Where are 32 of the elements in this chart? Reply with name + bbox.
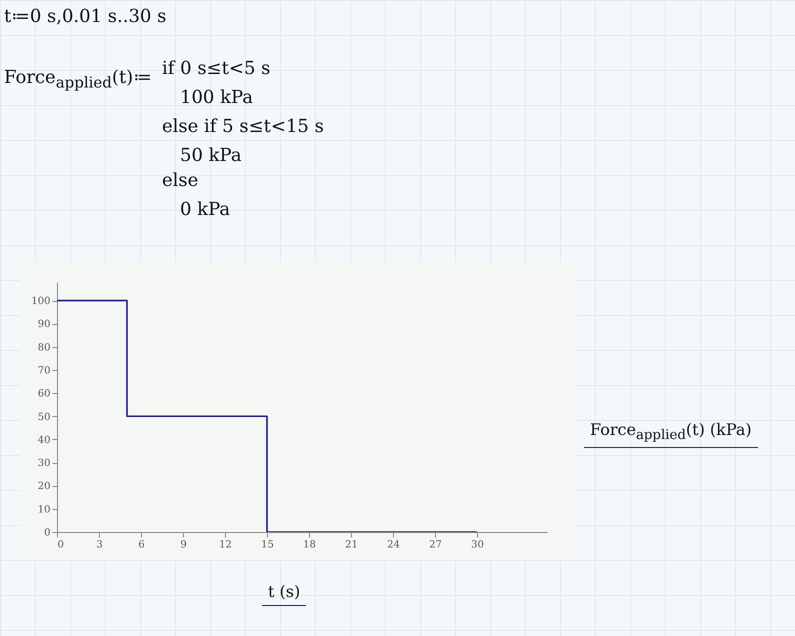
y-tick-label: 50 — [38, 412, 50, 423]
y-tick-label: 70 — [38, 365, 50, 376]
y-tick-label: 60 — [38, 388, 50, 400]
text: t≔0 s,0.01 s..30 s — [4, 6, 166, 27]
y-tick-label: 20 — [38, 481, 50, 492]
text: 100 kPa — [180, 87, 254, 108]
x-tick-label: 18 — [303, 540, 316, 550]
text: 50 kPa — [180, 145, 242, 166]
text: Force$_{applied}$(t)≔ — [4, 67, 152, 92]
y-tick-label: 10 — [38, 504, 50, 516]
y-tick-label: 100 — [31, 296, 50, 308]
x-axis-title: t (s) — [262, 582, 306, 606]
text: if 0 s≤t<5 s — [162, 58, 270, 79]
x-tick-label: 12 — [219, 540, 232, 550]
x-tick-label: 0 — [58, 540, 64, 550]
text: 0 kPa — [180, 199, 230, 220]
text: else — [162, 170, 198, 191]
x-tick-label: 30 — [471, 540, 484, 550]
x-tick-label: 21 — [345, 540, 358, 550]
x-tick-label: 15 — [261, 540, 274, 550]
y-tick-label: 90 — [38, 319, 50, 330]
y-tick-label: 30 — [38, 458, 50, 470]
y-axis-title: Force$_{applied}$(t) (kPa) — [584, 420, 758, 448]
x-tick-label: 27 — [429, 540, 442, 550]
x-tick-label: 3 — [96, 540, 103, 550]
text: else if 5 s≤t<15 s — [162, 116, 324, 137]
x-tick-label: 6 — [138, 540, 145, 550]
y-tick-label: 80 — [38, 342, 50, 354]
x-tick-label: 24 — [387, 540, 400, 550]
y-tick-label: 0 — [44, 528, 50, 538]
x-tick-label: 9 — [180, 540, 187, 550]
y-tick-label: 40 — [38, 434, 50, 446]
